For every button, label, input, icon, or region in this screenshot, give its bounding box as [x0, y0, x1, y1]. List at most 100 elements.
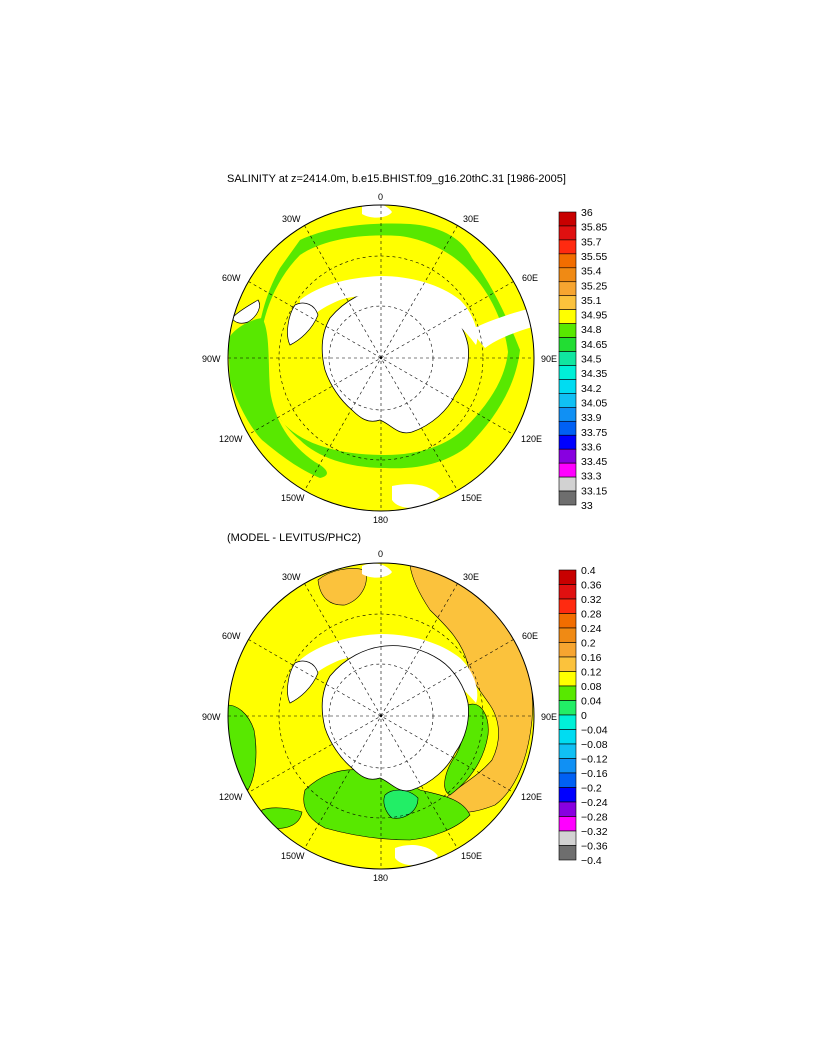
colorbar-label: 34.8 — [581, 324, 602, 336]
panel-2-map — [228, 563, 534, 869]
colorbar-swatch — [558, 490, 577, 506]
colorbar-swatch — [558, 569, 577, 585]
panel-2-map-border — [227, 562, 535, 870]
colorbar-label: 35.25 — [581, 280, 607, 292]
lon-label: 90W — [202, 354, 221, 364]
colorbar-swatch — [558, 337, 577, 352]
colorbar-label: 0.16 — [581, 652, 602, 664]
colorbar-swatch — [558, 434, 577, 450]
colorbar-label: 34.65 — [581, 339, 607, 351]
lon-label: 150E — [461, 851, 482, 861]
panel-1-missing-north — [362, 205, 392, 218]
colorbar-swatch — [558, 281, 577, 297]
lon-label: 90E — [541, 712, 557, 722]
lon-label: 90W — [202, 712, 221, 722]
panel-2-colorbar: 0.4 0.36 0.32 0.28 0.24 0.2 0.16 0.12 0.08 0.04 0 −… — [558, 565, 608, 867]
colorbar-swatch — [558, 787, 577, 803]
colorbar-label: 35.7 — [581, 236, 602, 248]
colorbar-label: 33.15 — [581, 485, 607, 497]
colorbar-swatch — [558, 239, 577, 255]
colorbar-label: −0.16 — [581, 768, 608, 780]
lon-label: 60W — [222, 273, 241, 283]
colorbar-label: 0.32 — [581, 594, 602, 606]
colorbar-label: 35.55 — [581, 251, 607, 263]
colorbar-label: 0.08 — [581, 681, 602, 693]
panel-2-missing-halo — [300, 634, 478, 703]
colorbar-label: −0.24 — [581, 797, 608, 809]
panel-2: (MODEL - LEVITUS/PHC2) — [202, 532, 608, 883]
panel-2-peninsula — [287, 660, 319, 704]
panel-1-missing-east — [470, 308, 534, 348]
colorbar-swatch — [558, 598, 577, 614]
lon-label: 30W — [282, 572, 301, 582]
panel-2-title: (MODEL - LEVITUS/PHC2) — [227, 532, 361, 544]
panel-1-yellow-band — [272, 330, 309, 425]
colorbar-swatch — [558, 407, 577, 422]
colorbar-swatch — [558, 393, 577, 408]
lon-label: 0 — [378, 549, 383, 559]
panel-1-peninsula — [287, 302, 319, 346]
colorbar-label: 0.28 — [581, 609, 602, 621]
colorbar-label: −0.12 — [581, 754, 608, 766]
panel-1-missing-halo — [300, 276, 478, 345]
panel-1-map-border — [227, 204, 535, 512]
colorbar-label: −0.32 — [581, 826, 608, 838]
colorbar-label: 34.5 — [581, 354, 602, 366]
colorbar-swatch — [558, 462, 577, 478]
lon-label: 60E — [522, 631, 538, 641]
panel-2-lon-labels: 0 30E 60E 90E 120E 150E 180 150W 120W 90… — [202, 549, 557, 883]
colorbar-label: 34.2 — [581, 383, 602, 395]
panel-2-missing-south — [395, 844, 438, 866]
colorbar-label: 0.24 — [581, 623, 602, 635]
panel-2-orange-north — [317, 568, 367, 606]
lon-label: 120E — [521, 792, 542, 802]
colorbar-swatch — [558, 267, 577, 283]
colorbar-swatch — [558, 816, 577, 832]
lon-label: 60W — [222, 631, 241, 641]
colorbar-label: 0.36 — [581, 580, 602, 592]
lon-label: 150E — [461, 493, 482, 503]
colorbar-swatch — [558, 758, 577, 774]
panel-1-colorbar: 36 35.85 35.7 35.55 35.4 35.25 35.1 34.95 34.8 34… — [558, 207, 607, 512]
panel-1-south-america — [231, 299, 260, 324]
colorbar-swatch — [558, 584, 577, 600]
colorbar-label: 34.95 — [581, 310, 607, 322]
colorbar-swatch — [558, 448, 577, 464]
lon-label: 150W — [281, 493, 305, 503]
lon-label: 30E — [463, 214, 479, 224]
colorbar-swatch — [558, 772, 577, 788]
colorbar-label: 34.35 — [581, 368, 607, 380]
colorbar-label: 33.3 — [581, 471, 602, 483]
panel-1-missing-south — [392, 484, 440, 508]
colorbar-label: 0.2 — [581, 638, 596, 650]
colorbar-swatch — [558, 729, 577, 745]
colorbar-label: −0.04 — [581, 725, 608, 737]
lon-label: 90E — [541, 354, 557, 364]
colorbar-swatch — [558, 420, 577, 436]
colorbar-label: −0.4 — [581, 855, 602, 867]
colorbar-swatch — [558, 295, 577, 310]
colorbar-swatch — [558, 743, 577, 759]
colorbar-label: −0.08 — [581, 739, 608, 751]
colorbar-swatch — [558, 685, 577, 701]
colorbar-swatch — [558, 365, 577, 380]
colorbar-label: 35.4 — [581, 266, 602, 278]
lon-label: 60E — [522, 273, 538, 283]
colorbar-label: 33.9 — [581, 412, 602, 424]
colorbar-label: −0.28 — [581, 812, 608, 824]
panel-1: SALINITY at z=2414.0m, b.e15.BHIST.f09_g… — [202, 173, 607, 525]
colorbar-label: 33.45 — [581, 456, 607, 468]
colorbar-swatch — [558, 211, 577, 227]
colorbar-label: 36 — [581, 207, 593, 219]
lon-label: 120E — [521, 434, 542, 444]
lon-label: 30E — [463, 572, 479, 582]
colorbar-swatch — [558, 476, 577, 492]
panel-1-map — [228, 205, 534, 511]
colorbar-swatch — [558, 830, 577, 846]
colorbar-label: 35.1 — [581, 295, 602, 307]
panel-1-lon-labels: 0 30E 60E 90E 120E 150E 180 150W 120W 90… — [202, 192, 557, 525]
colorbar-swatch — [558, 253, 577, 269]
lon-label: 0 — [378, 192, 383, 202]
colorbar-swatch — [558, 379, 577, 394]
panel-2-antarctica — [321, 645, 469, 792]
